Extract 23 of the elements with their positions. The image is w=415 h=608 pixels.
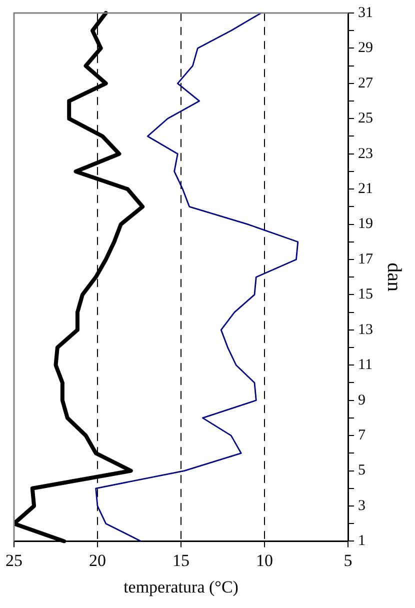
y-tick-label: 29 — [358, 40, 373, 56]
y-tick-label: 15 — [358, 286, 373, 303]
y-tick-label: 11 — [358, 357, 372, 374]
y-tick-label: 17 — [358, 251, 374, 268]
y-tick-label: 9 — [358, 392, 366, 408]
y-tick-label: 19 — [358, 216, 373, 232]
x-tick-label: 5 — [344, 550, 352, 570]
y-tick-label: 13 — [358, 322, 373, 338]
y-tick-label: 7 — [358, 427, 366, 444]
y-tick-label: 1 — [358, 533, 366, 550]
y-tick-label: 21 — [358, 181, 373, 198]
x-tick-label: 25 — [6, 550, 22, 570]
x-tick-label: 20 — [89, 550, 106, 570]
y-tick-label: 31 — [358, 4, 373, 21]
y-tick-label: 5 — [358, 462, 366, 479]
x-tick-label: 10 — [256, 550, 273, 570]
x-tick-label: 15 — [172, 550, 190, 570]
x-axis-title: temperatura (°C) — [124, 577, 238, 596]
y-tick-label: 27 — [358, 75, 374, 92]
y-axis-title: dan — [382, 262, 405, 292]
y-tick-label: 25 — [358, 110, 373, 127]
y-tick-label: 3 — [358, 498, 366, 514]
y-tick-label: 23 — [358, 146, 373, 162]
